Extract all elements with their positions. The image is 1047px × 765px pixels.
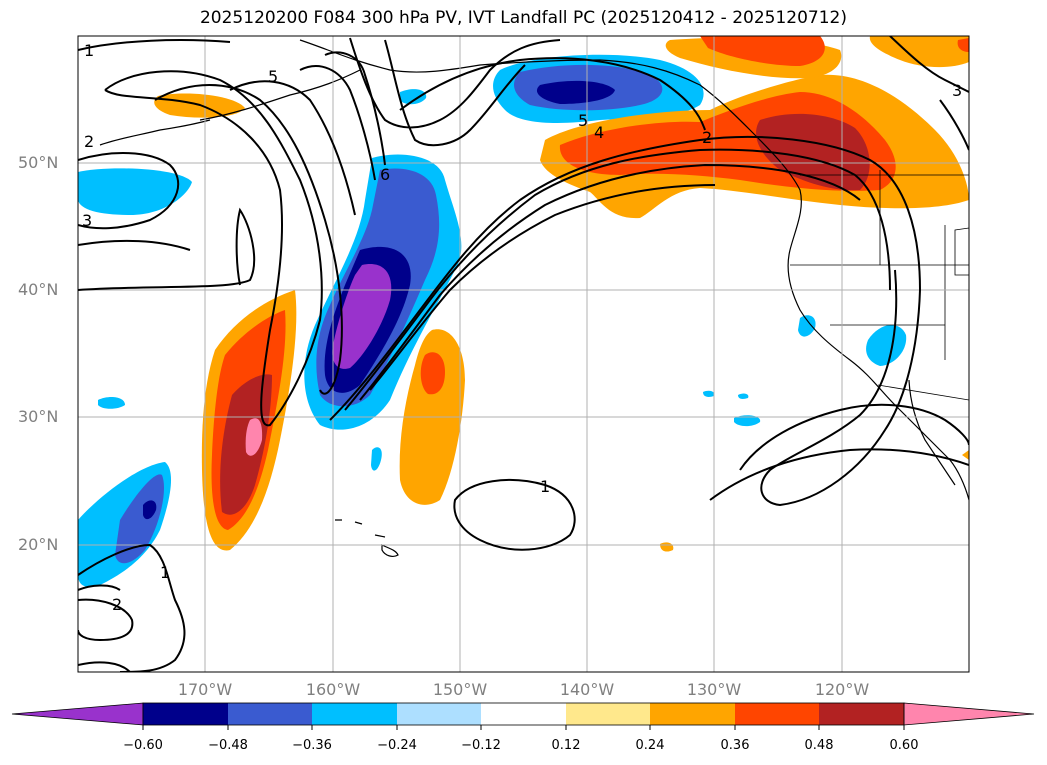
negative-pv-anomaly-band (304, 154, 462, 430)
contour-label: 5 (578, 111, 588, 130)
coastline (99, 39, 969, 557)
contour-label: 1 (160, 563, 170, 582)
negative-small-blobs (78, 89, 907, 587)
colorbar-segment (397, 703, 481, 725)
colorbar-segment (819, 703, 904, 725)
chart-title: 2025120200 F084 300 hPa PV, IVT Landfall… (199, 8, 847, 28)
lat-label: 50°N (18, 153, 59, 172)
contour-label: 1 (540, 477, 550, 496)
lon-label: 140°W (559, 680, 615, 699)
colorbar-tick-label: −0.60 (123, 738, 163, 753)
positive-ivt-band-southwest (201, 290, 297, 551)
lon-label: 130°W (686, 680, 742, 699)
colorbar-segment (566, 703, 650, 725)
colorbar-tick-label: −0.12 (461, 738, 501, 753)
contour-label: 6 (380, 165, 390, 184)
colorbar-segment (650, 703, 735, 725)
colorbar (11, 702, 1035, 730)
negative-gulf-alaska (493, 54, 704, 123)
contour-label: 3 (82, 211, 92, 230)
colorbar-tick-label: 0.12 (551, 738, 581, 753)
colorbar-tick-label: 0.48 (804, 738, 834, 753)
pv-contours (78, 36, 969, 672)
contour-label: 2 (84, 132, 94, 151)
colorbar-tick-label: −0.36 (292, 738, 332, 753)
lat-label: 20°N (18, 535, 59, 554)
contour-labels: 1 5 2 3 6 5 4 2 3 1 1 2 (82, 41, 962, 614)
colorbar-tick-label: 0.36 (720, 738, 750, 753)
colorbar-tick-label: −0.24 (377, 738, 417, 753)
colorbar-segment (735, 703, 819, 725)
plot-frame (77, 35, 970, 673)
colorbar-segment (143, 703, 228, 725)
lon-label: 150°W (432, 680, 488, 699)
contour-label: 3 (952, 81, 962, 100)
lon-label: 160°W (305, 680, 361, 699)
contour-label: 4 (594, 123, 604, 142)
colorbar-tick-label: 0.60 (889, 738, 919, 753)
colorbar-segment (228, 703, 312, 725)
colorbar-extend-low (11, 702, 144, 726)
lon-label: 120°W (814, 680, 870, 699)
colorbar-tick-label: 0.24 (635, 738, 665, 753)
colorbar-segment (481, 703, 566, 725)
lon-label: 170°W (177, 680, 233, 699)
lat-label: 30°N (18, 407, 59, 426)
lat-label: 40°N (18, 280, 59, 299)
contour-label: 2 (702, 128, 712, 147)
contour-label: 1 (84, 41, 94, 60)
colorbar-segment (312, 703, 397, 725)
contour-label: 2 (112, 595, 122, 614)
gridlines (78, 36, 969, 672)
contour-label: 5 (268, 67, 278, 86)
colorbar-tick-label: −0.48 (208, 738, 248, 753)
colorbar-extend-high (903, 702, 1035, 726)
